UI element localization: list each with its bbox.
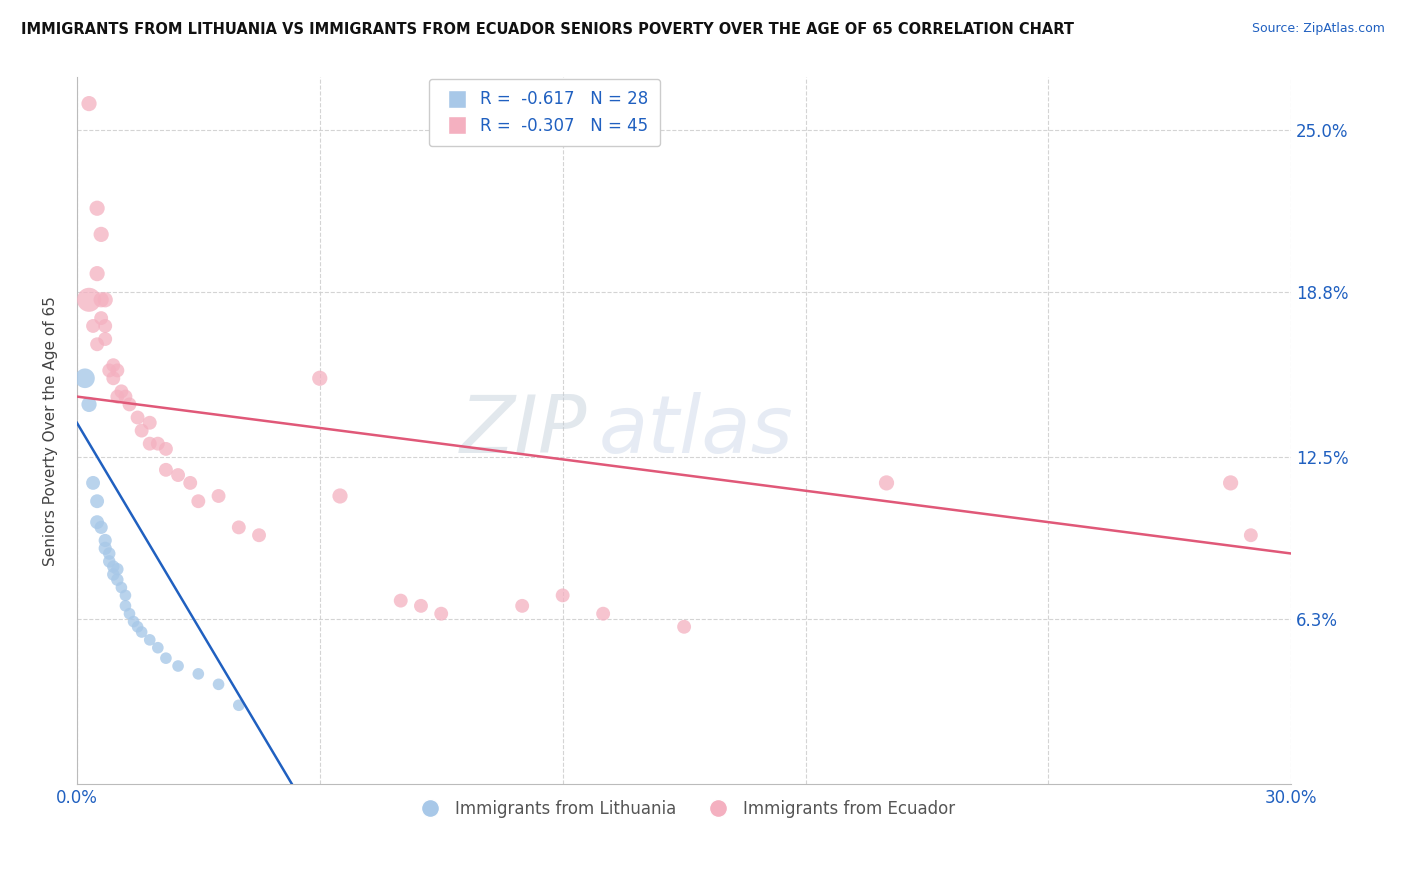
Point bbox=[105, 390, 128, 404]
Text: ZIP: ZIP bbox=[460, 392, 586, 469]
Point bbox=[94, 533, 117, 548]
Point bbox=[82, 318, 104, 333]
Point bbox=[207, 677, 229, 691]
Point bbox=[90, 293, 112, 307]
Point bbox=[110, 384, 132, 399]
Point bbox=[90, 520, 112, 534]
Point bbox=[329, 489, 352, 503]
Point bbox=[118, 397, 141, 411]
Point bbox=[127, 410, 149, 425]
Point bbox=[114, 588, 136, 602]
Point bbox=[308, 371, 330, 385]
Point bbox=[187, 494, 209, 508]
Point bbox=[179, 475, 201, 490]
Point bbox=[207, 489, 229, 503]
Legend: Immigrants from Lithuania, Immigrants from Ecuador: Immigrants from Lithuania, Immigrants fr… bbox=[406, 794, 962, 825]
Point bbox=[103, 358, 125, 372]
Point bbox=[103, 567, 125, 582]
Point bbox=[138, 416, 160, 430]
Point bbox=[86, 201, 108, 215]
Point bbox=[131, 424, 153, 438]
Point bbox=[551, 588, 574, 602]
Point bbox=[94, 293, 117, 307]
Text: Source: ZipAtlas.com: Source: ZipAtlas.com bbox=[1251, 22, 1385, 36]
Point bbox=[127, 620, 149, 634]
Point bbox=[86, 267, 108, 281]
Point bbox=[228, 698, 250, 713]
Point bbox=[146, 436, 169, 450]
Point bbox=[114, 599, 136, 613]
Point bbox=[138, 436, 160, 450]
Point bbox=[409, 599, 432, 613]
Point bbox=[86, 337, 108, 351]
Point bbox=[1219, 475, 1241, 490]
Point bbox=[103, 371, 125, 385]
Point bbox=[86, 494, 108, 508]
Point bbox=[592, 607, 614, 621]
Point bbox=[94, 318, 117, 333]
Text: atlas: atlas bbox=[599, 392, 794, 469]
Text: IMMIGRANTS FROM LITHUANIA VS IMMIGRANTS FROM ECUADOR SENIORS POVERTY OVER THE AG: IMMIGRANTS FROM LITHUANIA VS IMMIGRANTS … bbox=[21, 22, 1074, 37]
Point bbox=[155, 463, 177, 477]
Point bbox=[94, 541, 117, 556]
Point bbox=[90, 227, 112, 242]
Point bbox=[105, 573, 128, 587]
Point bbox=[77, 96, 100, 111]
Point bbox=[187, 666, 209, 681]
Point bbox=[118, 607, 141, 621]
Point bbox=[82, 475, 104, 490]
Point bbox=[73, 371, 96, 385]
Point bbox=[155, 442, 177, 456]
Point bbox=[389, 593, 412, 607]
Point bbox=[510, 599, 533, 613]
Y-axis label: Seniors Poverty Over the Age of 65: Seniors Poverty Over the Age of 65 bbox=[44, 295, 58, 566]
Point bbox=[247, 528, 270, 542]
Point bbox=[98, 547, 121, 561]
Point bbox=[94, 332, 117, 346]
Point bbox=[430, 607, 453, 621]
Point bbox=[114, 390, 136, 404]
Point bbox=[167, 659, 190, 673]
Point bbox=[105, 363, 128, 377]
Point bbox=[90, 311, 112, 326]
Point bbox=[167, 468, 190, 483]
Point bbox=[77, 397, 100, 411]
Point bbox=[138, 632, 160, 647]
Point bbox=[122, 615, 145, 629]
Point bbox=[103, 559, 125, 574]
Point bbox=[105, 562, 128, 576]
Point bbox=[228, 520, 250, 534]
Point bbox=[86, 515, 108, 529]
Point bbox=[98, 554, 121, 568]
Point bbox=[1240, 528, 1263, 542]
Point bbox=[876, 475, 898, 490]
Point bbox=[110, 581, 132, 595]
Point bbox=[673, 620, 696, 634]
Point bbox=[155, 651, 177, 665]
Point bbox=[77, 293, 100, 307]
Point bbox=[98, 363, 121, 377]
Point bbox=[131, 625, 153, 640]
Point bbox=[146, 640, 169, 655]
